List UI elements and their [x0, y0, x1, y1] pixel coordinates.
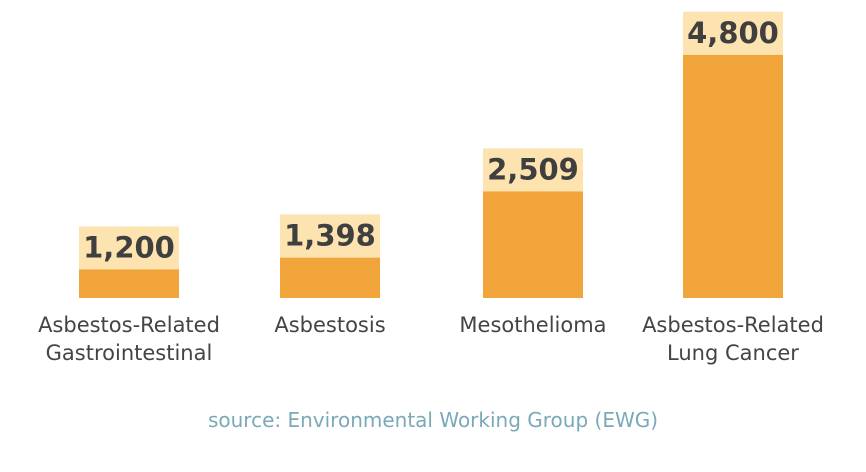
category-label-1-line-1: Asbestos-Related [38, 313, 220, 337]
category-label-4-line-1: Asbestos-Related [642, 313, 824, 337]
source-note: source: Environmental Working Group (EWG… [207, 408, 659, 432]
category-label-3-line-1: Mesothelioma [459, 313, 606, 337]
bar-label-band-4 [683, 11, 783, 55]
bar-value-label-4: 4,800 [687, 16, 779, 50]
category-label-1-line-2: Gastrointestinal [46, 341, 213, 365]
bar-label-band-1 [79, 226, 179, 270]
bar-4 [683, 11, 783, 298]
bar-label-band-2 [280, 214, 380, 258]
category-label-2-line-1: Asbestosis [274, 313, 385, 337]
category-label-4-line-2: Lung Cancer [667, 341, 799, 365]
bar-value-label-3: 2,509 [487, 152, 579, 186]
bar-label-band-3 [483, 148, 583, 192]
bar-value-label-1: 1,200 [83, 230, 175, 264]
bar-value-label-2: 1,398 [284, 219, 376, 253]
